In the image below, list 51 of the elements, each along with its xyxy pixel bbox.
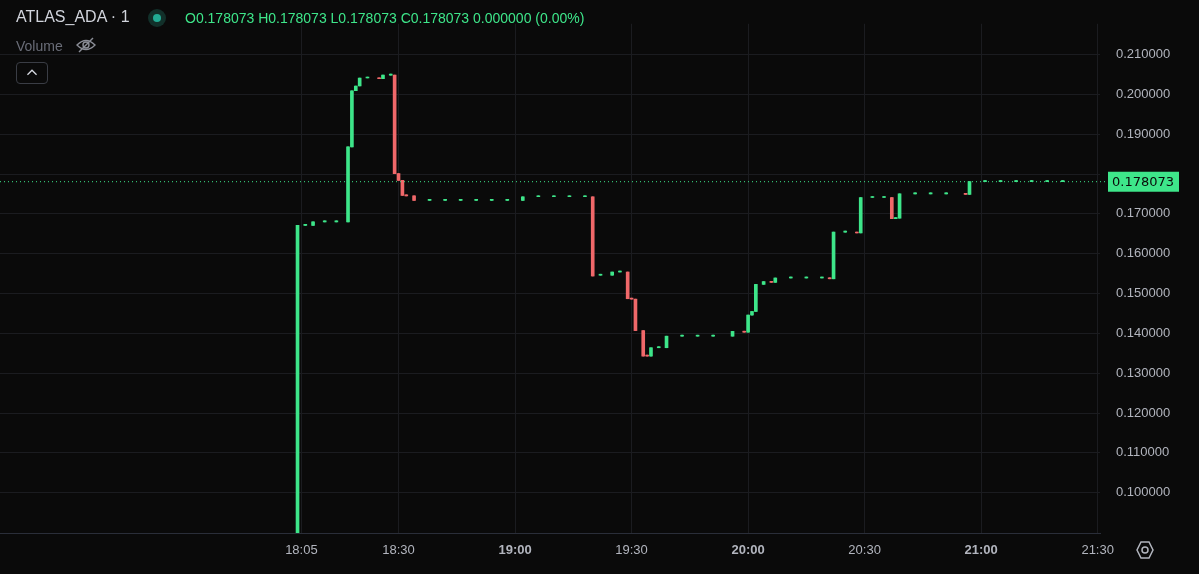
candlestick [625, 271, 630, 300]
chart-title: ATLAS_ADA · 1 [16, 8, 130, 26]
candlestick [322, 220, 327, 223]
y-tick-label: 0.130000 [1116, 364, 1171, 380]
candlestick [773, 277, 778, 283]
x-tick-label: 18:30 [382, 542, 415, 558]
y-tick-label: 0.120000 [1116, 404, 1171, 420]
candlestick [381, 74, 385, 80]
y-tick-label: 0.170000 [1116, 205, 1171, 221]
x-tick-label: 19:30 [615, 542, 648, 558]
annotation: Volume [16, 38, 63, 54]
candlestick [458, 198, 463, 201]
y-tick-label: 0.200000 [1116, 85, 1171, 101]
candlestick [889, 197, 894, 219]
y-tick-label: 0.190000 [1116, 125, 1171, 141]
y-tick-label: 0.160000 [1116, 245, 1171, 261]
candlestick [754, 284, 758, 312]
candlestick [746, 314, 750, 333]
x-tick-label: 20:00 [731, 542, 765, 558]
x-tick-label: 21:30 [1081, 542, 1114, 558]
candlestick [350, 90, 354, 148]
candlestick [656, 346, 661, 349]
candlestick [377, 77, 381, 80]
candlestick [583, 195, 587, 198]
y-tick-label: 0.100000 [1116, 484, 1171, 500]
candlestick [590, 196, 595, 277]
candlestick [649, 347, 653, 357]
candlestick [311, 221, 315, 226]
candlestick [742, 330, 747, 333]
candlestick [843, 230, 848, 233]
x-tick-label: 21:00 [964, 542, 998, 558]
candlestick [505, 198, 510, 201]
candlestick [489, 198, 494, 201]
y-tick-label: 0.110000 [1116, 444, 1170, 460]
y-tick-label: 0.140000 [1116, 324, 1171, 340]
candlestick [520, 196, 525, 201]
candlestick [412, 195, 416, 201]
candlestick [443, 198, 447, 201]
ref-line-label: 0.178073 [1111, 174, 1175, 190]
chart-subtitle: O0.178073 H0.178073 L0.178073 C0.178073 0.000000 (0.00%) [185, 10, 585, 26]
y-tick-label: 0.210000 [1116, 46, 1171, 62]
x-tick-label: 20:30 [848, 542, 881, 558]
candlestick [711, 334, 715, 337]
candlestick [680, 334, 684, 337]
candlestick [552, 195, 556, 198]
candlestick [610, 271, 614, 276]
x-tick-label: 18:05 [285, 542, 318, 558]
candlestick [474, 198, 479, 201]
candlestick [388, 73, 393, 76]
x-tick-label: 19:00 [498, 542, 532, 558]
y-tick-label: 0.150000 [1116, 285, 1171, 301]
